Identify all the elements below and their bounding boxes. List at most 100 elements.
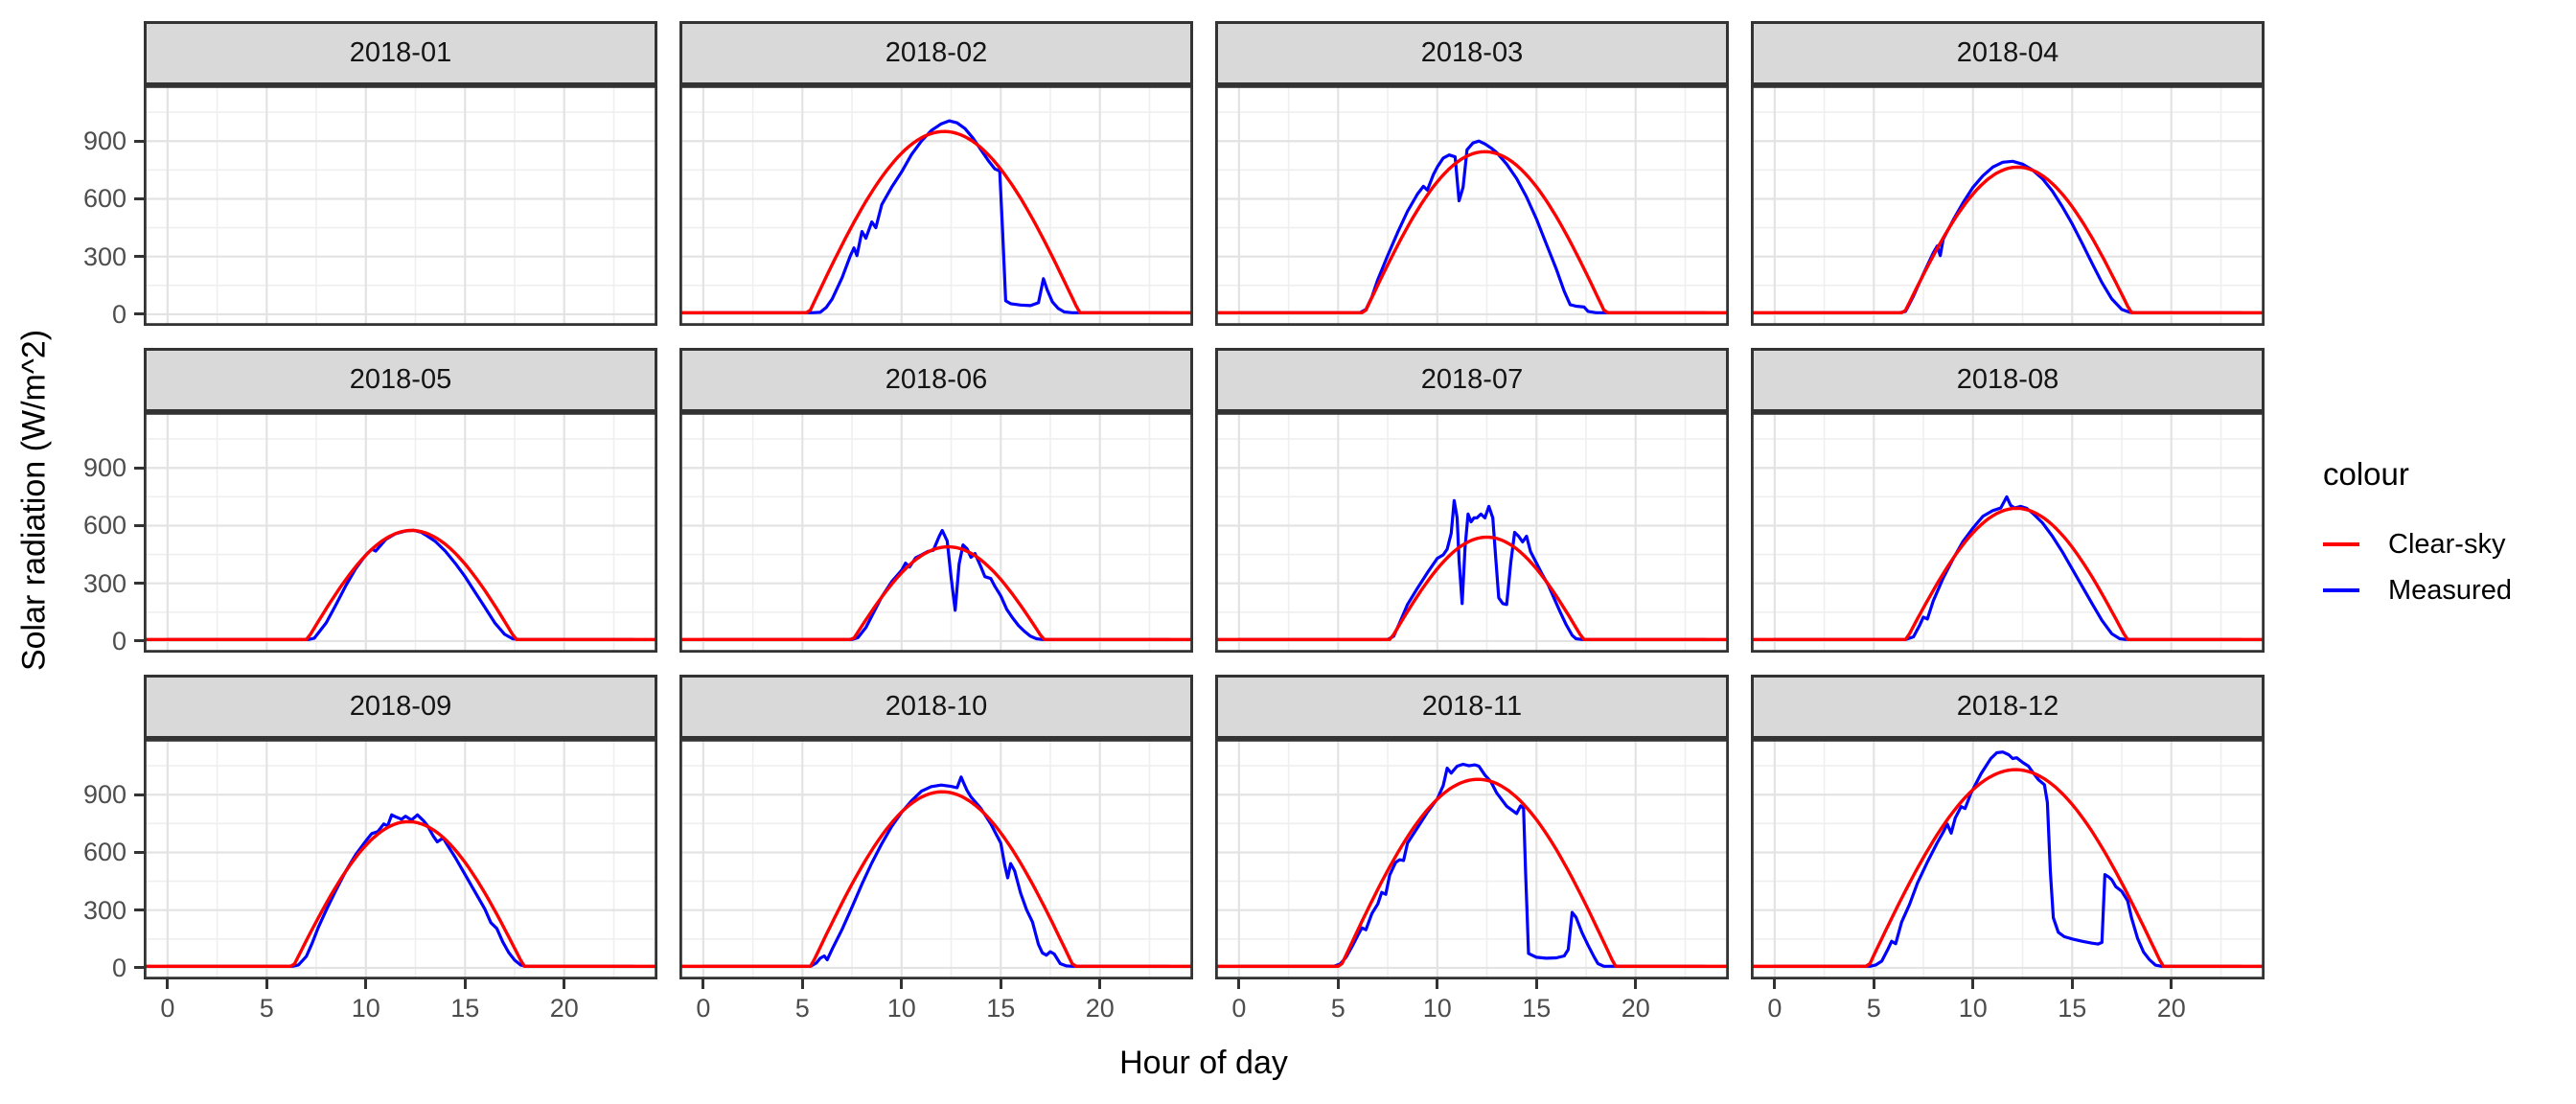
facet-strip-title: 2018-02 — [885, 37, 988, 68]
facet-panel — [1215, 85, 1729, 326]
x-tick-mark — [1872, 979, 1875, 989]
x-tick-mark — [800, 979, 804, 989]
facet-strip: 2018-01 — [144, 21, 657, 85]
x-tick-label: 10 — [1422, 994, 1452, 1023]
y-tick-label: 0 — [111, 299, 126, 329]
x-tick-mark — [1336, 979, 1340, 989]
clear-sky-line — [1215, 777, 1729, 968]
x-tick-mark — [364, 979, 368, 989]
facet-2018-10: 2018-10 0 5 10 15 20 — [679, 675, 1193, 1023]
legend-entry-measured: Measured — [2323, 567, 2512, 613]
x-tick-mark — [999, 979, 1002, 989]
facet-panel — [1751, 739, 2265, 979]
x-tick-mark — [1971, 979, 1975, 989]
facet-strip-title: 2018-06 — [885, 364, 988, 395]
legend-key-clear-sky-line — [2323, 542, 2359, 546]
x-tick-mark — [1237, 979, 1241, 989]
x-tick-label: 20 — [549, 994, 579, 1023]
y-tick-mark — [134, 793, 144, 796]
y-tick-mark — [134, 582, 144, 586]
y-tick-label: 900 — [82, 453, 126, 483]
facet-panel — [144, 412, 657, 653]
x-tick-mark — [264, 979, 268, 989]
facet-strip: 2018-05 — [144, 348, 657, 412]
y-tick-mark — [134, 908, 144, 912]
x-axis-title: Hour of day — [1119, 1045, 1288, 1081]
facet-panel — [679, 412, 1193, 653]
x-tick-label: 0 — [160, 994, 175, 1023]
facet-panel — [1215, 739, 1729, 979]
facet-strip-title: 2018-09 — [349, 691, 452, 722]
y-tick-mark — [134, 196, 144, 200]
legend-entry-clear-sky: Clear-sky — [2323, 521, 2512, 567]
clear-sky-line — [1751, 165, 2265, 314]
clear-sky-line — [1215, 535, 1729, 641]
x-tick-label: 5 — [259, 994, 274, 1023]
facet-strip: 2018-04 — [1751, 21, 2265, 85]
clear-sky-line — [1751, 506, 2265, 641]
x-tick-label: 15 — [1522, 994, 1552, 1023]
y-tick-label: 300 — [82, 895, 126, 925]
x-tick-label: 20 — [2156, 994, 2186, 1023]
clear-sky-line — [1215, 150, 1729, 314]
y-tick-label: 600 — [82, 184, 126, 214]
facet-strip-title: 2018-01 — [349, 37, 452, 68]
measured-line — [1773, 494, 2242, 641]
facet-2018-11: 2018-11 0 5 10 15 20 — [1215, 675, 1729, 1023]
clear-sky-line — [679, 129, 1193, 314]
x-tick-label: 15 — [986, 994, 1016, 1023]
facet-2018-05: 2018-05 0 300 600 900 — [83, 348, 657, 656]
facet-2018-08: 2018-08 — [1751, 348, 2265, 653]
facet-strip-title: 2018-08 — [1956, 364, 2059, 395]
x-tick-label: 15 — [450, 994, 480, 1023]
y-tick-mark — [134, 255, 144, 259]
facet-strip: 2018-02 — [679, 21, 1193, 85]
x-tick-label: 10 — [886, 994, 916, 1023]
clear-sky-line — [1751, 768, 2265, 968]
y-tick-label: 300 — [82, 242, 126, 271]
x-tick-label: 10 — [351, 994, 380, 1023]
x-tick-mark — [2170, 979, 2174, 989]
x-tick-mark — [2070, 979, 2074, 989]
facet-2018-02: 2018-02 — [679, 21, 1193, 326]
facet-strip: 2018-10 — [679, 675, 1193, 739]
x-tick-mark — [702, 979, 705, 989]
measured-line — [1237, 762, 1707, 968]
x-tick-mark — [1534, 979, 1538, 989]
y-tick-mark — [134, 466, 144, 470]
x-tick-label: 0 — [1231, 994, 1247, 1023]
facet-2018-12: 2018-12 0 5 10 15 20 — [1751, 675, 2265, 1023]
y-tick-label: 0 — [111, 953, 126, 982]
y-tick-mark — [134, 523, 144, 527]
facet-panel — [1751, 85, 2265, 326]
facet-strip: 2018-09 — [144, 675, 657, 739]
y-tick-mark — [134, 312, 144, 316]
y-tick-label: 600 — [82, 838, 126, 867]
facet-panel — [144, 739, 657, 979]
y-tick-label: 0 — [111, 626, 126, 656]
clear-sky-line — [679, 544, 1193, 641]
x-tick-label: 0 — [1767, 994, 1782, 1023]
x-tick-label: 0 — [696, 994, 711, 1023]
y-axis-title: Solar radiation (W/m^2) — [15, 329, 53, 672]
facet-2018-03: 2018-03 — [1215, 21, 1729, 326]
measured-line — [702, 775, 1171, 968]
y-tick-label: 900 — [82, 126, 126, 156]
facet-panel — [1751, 412, 2265, 653]
facet-strip-title: 2018-04 — [1956, 37, 2059, 68]
facet-strip-title: 2018-12 — [1956, 691, 2059, 722]
legend: colour Clear-sky Measured — [2323, 456, 2512, 613]
x-tick-label: 5 — [1330, 994, 1346, 1023]
clear-sky-line — [144, 819, 657, 968]
x-tick-label: 20 — [1085, 994, 1115, 1023]
facet-strip: 2018-12 — [1751, 675, 2265, 739]
facet-strip-title: 2018-11 — [1421, 691, 1523, 722]
x-tick-mark — [1098, 979, 1102, 989]
y-tick-mark — [134, 139, 144, 143]
facet-strip: 2018-07 — [1215, 348, 1729, 412]
x-tick-label: 20 — [1621, 994, 1650, 1023]
x-tick-mark — [900, 979, 904, 989]
facet-2018-06: 2018-06 — [679, 348, 1193, 653]
facet-2018-01: 2018-01 0 300 600 900 — [83, 21, 657, 329]
